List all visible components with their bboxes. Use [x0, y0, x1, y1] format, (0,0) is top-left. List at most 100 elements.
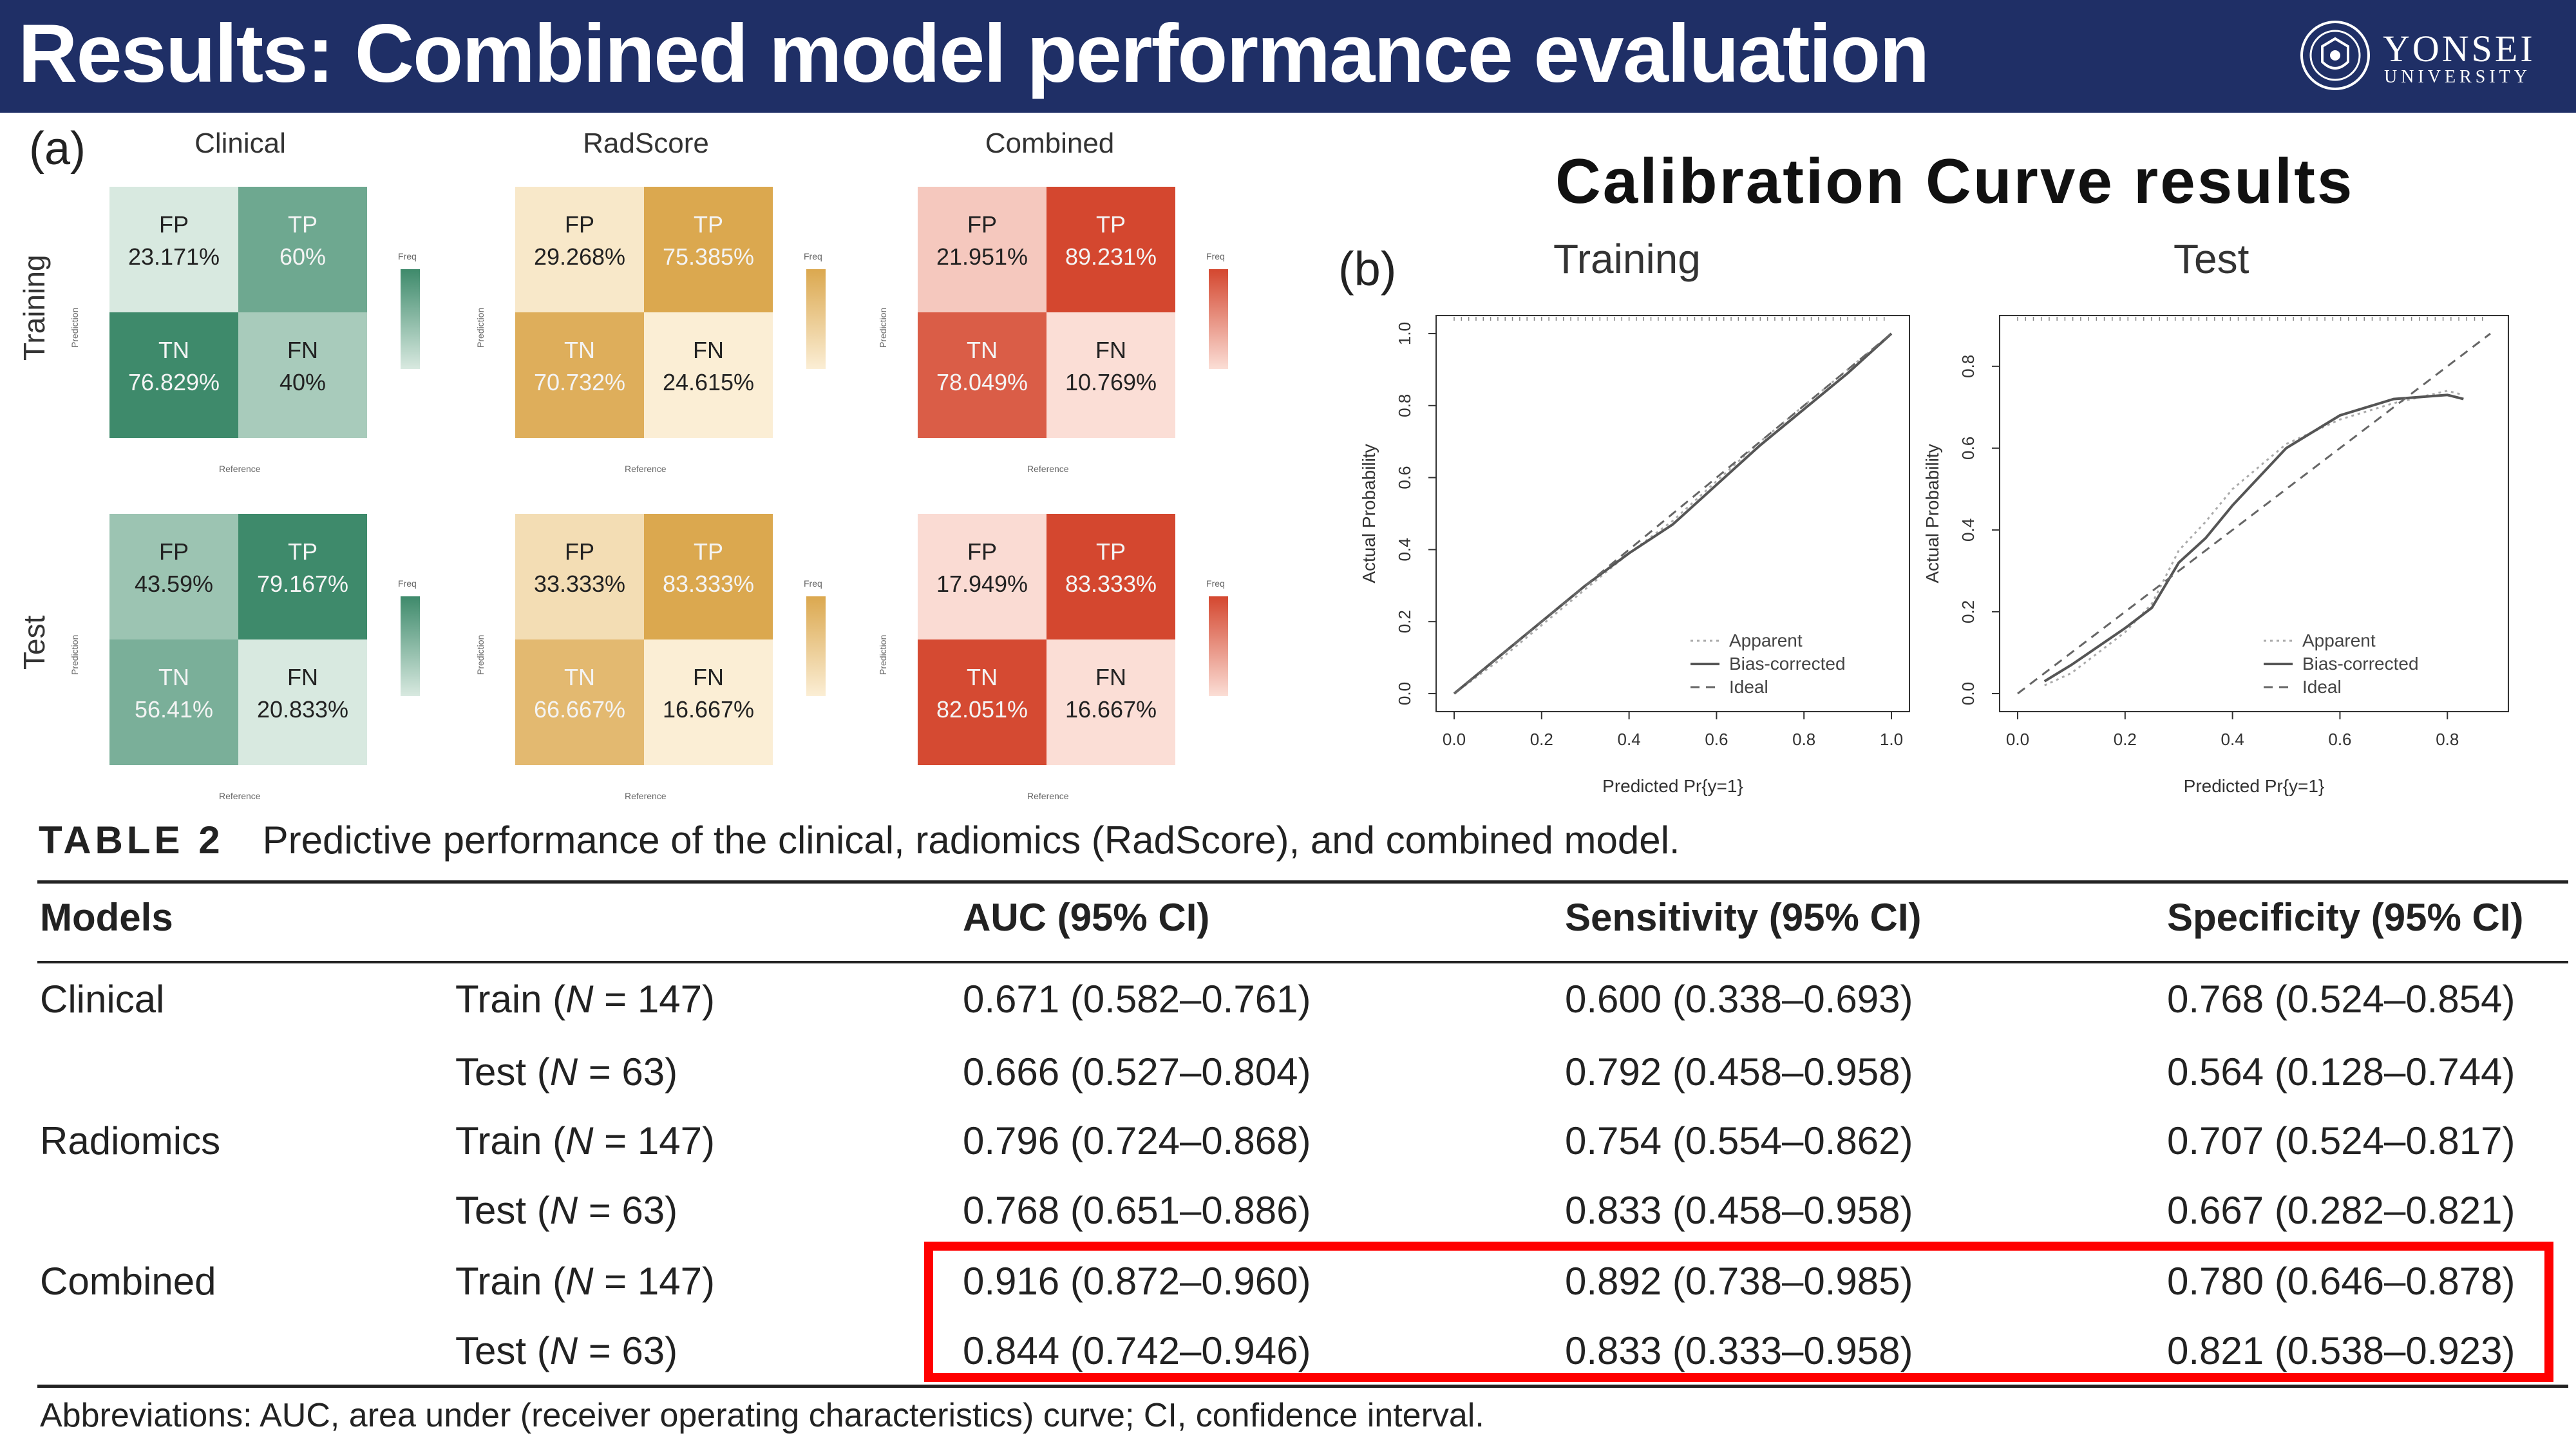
specificity-cell: 0.667 (0.282–0.821)	[2167, 1189, 2515, 1232]
calibration-training-legend-label: Apparent	[1729, 630, 1803, 650]
table-caption: TABLE 2 Predictive performance of the cli…	[39, 818, 1680, 862]
cm-training-combined-fn-label: FN	[1095, 337, 1126, 363]
calibration-training-xtick-label: 0.2	[1530, 730, 1553, 749]
cm-test-combined-freq-legend	[1209, 596, 1228, 696]
specificity-cell: 0.768 (0.524–0.854)	[2167, 978, 2515, 1021]
auc-cell: 0.844 (0.742–0.946)	[963, 1329, 1311, 1372]
calibration-training-legend-label: Bias-corrected	[1729, 654, 1846, 674]
header-sensitivity: Sensitivity (95% CI)	[1565, 896, 1922, 939]
cm-training-clinical-prediction-label: Prediction	[70, 307, 80, 348]
dataset-cell-part: = 147)	[593, 1119, 715, 1162]
cm-training-combined-fp-label: FP	[967, 211, 997, 238]
table-bottom-rule	[37, 1385, 2568, 1388]
row-title-training: Training	[17, 254, 51, 361]
logo-name: YONSEI	[2383, 28, 2535, 70]
cm-test-combined-fp-label: FP	[967, 538, 997, 565]
cm-test-combined-tp-label: TP	[1095, 538, 1126, 565]
table-abbreviations: Abbreviations: AUC, area under (receiver…	[40, 1397, 1484, 1434]
dataset-cell: Train (N = 147)	[455, 1119, 715, 1163]
cm-training-combined-fp-value: 21.951%	[936, 243, 1028, 270]
cm-test-clinical-tn-label: TN	[158, 664, 189, 690]
calibration-training-xtick-label: 0.4	[1618, 730, 1641, 749]
dataset-cell: Test (N = 63)	[455, 1050, 677, 1094]
cm-test-radscore-tp-cell: TP 83.333%	[644, 514, 773, 639]
specificity-cell: 0.564 (0.128–0.744)	[2167, 1050, 2515, 1094]
cm-test-clinical-fp-value: 43.59%	[134, 571, 214, 597]
calibration-training-ytick-label: 0.8	[1395, 394, 1414, 417]
calibration-training-ytick-label: 0.2	[1395, 610, 1414, 633]
cm-training-clinical-freq-label: Freq	[398, 251, 417, 261]
sensitivity-cell: 0.792 (0.458–0.958)	[1565, 1050, 1913, 1094]
cm-training-combined-reference-label: Reference	[1027, 464, 1069, 474]
panel-a-label: (a)	[29, 123, 86, 175]
calibration-training-xtick-label: 0.6	[1705, 730, 1728, 749]
dataset-cell: Train (N = 147)	[455, 1259, 715, 1303]
dataset-cell-part: = 63)	[578, 1050, 678, 1094]
header-models: Models	[40, 896, 173, 939]
cm-training-clinical-fp-cell: FP 23.171%	[109, 187, 238, 312]
cm-training-clinical-fn-label: FN	[287, 337, 318, 363]
calibration-training-xtick-label: 0.8	[1792, 730, 1815, 749]
cm-test-combined-prediction-label: Prediction	[878, 634, 888, 675]
specificity-cell: 0.780 (0.646–0.878)	[2167, 1260, 2515, 1303]
logo-subtitle: UNIVERSITY	[2384, 67, 2531, 87]
cm-training-clinical-fp-label: FP	[158, 211, 189, 238]
cm-test-clinical-fn-value: 20.833%	[256, 696, 349, 723]
dataset-cell-part: N	[549, 1329, 578, 1372]
cm-test-combined-fn-value: 16.667%	[1065, 696, 1157, 723]
cm-test-combined-fp-cell: FP 17.949%	[918, 514, 1046, 639]
calibration-test-ytick-label: 0.0	[1958, 682, 1978, 705]
cm-training-radscore-fn-value: 24.615%	[662, 369, 755, 395]
dataset-cell-part: N	[549, 1050, 578, 1094]
cm-test-clinical-reference-label: Reference	[219, 791, 261, 801]
university-logo: YONSEI UNIVERSITY	[2299, 18, 2557, 95]
cm-training-combined-tp-value: 89.231%	[1065, 243, 1157, 270]
table-header-rule	[37, 961, 2568, 963]
calibration-training-ytick-label: 0.4	[1395, 538, 1414, 561]
cm-test-radscore-tn-value: 66.667%	[533, 696, 626, 723]
cm-test-radscore-prediction-label: Prediction	[475, 634, 486, 675]
cm-training-clinical-freq-legend	[401, 269, 420, 369]
cm-test-clinical-tp-label: TP	[287, 538, 317, 565]
calibration-test-legend-label: Bias-corrected	[2302, 654, 2419, 674]
cm-training-clinical-fn-cell: FN 40%	[238, 312, 367, 438]
calibration-training-ytick-label: 0.6	[1395, 466, 1414, 489]
cm-test-radscore-tn-cell: TN 66.667%	[515, 639, 644, 765]
calibration-test-ytick-label: 0.4	[1958, 518, 1978, 542]
cm-training-combined-tp-label: TP	[1095, 211, 1126, 238]
calibration-training-xtick-label: 0.0	[1443, 730, 1466, 749]
dataset-cell-part: Train (	[455, 1260, 566, 1303]
column-title-combined: Combined	[985, 128, 1115, 159]
table-caption-label: TABLE 2	[39, 819, 224, 862]
model-name-cell: Clinical	[40, 978, 165, 1021]
specificity-cell: 0.821 (0.538–0.923)	[2167, 1329, 2515, 1372]
specificity-cell: 0.707 (0.524–0.817)	[2167, 1119, 2515, 1162]
cm-training-radscore-fn-label: FN	[693, 337, 724, 363]
row-title-test: Test	[17, 615, 51, 670]
dataset-cell-part: Test (	[455, 1329, 550, 1372]
cm-training-combined-tn-label: TN	[967, 337, 998, 363]
table-top-rule	[37, 880, 2568, 884]
calibration-test-xtick-label: 0.2	[2114, 730, 2137, 749]
sensitivity-cell: 0.833 (0.333–0.958)	[1565, 1329, 1913, 1372]
cm-training-clinical-tp-value: 60%	[279, 243, 327, 270]
cm-test-radscore-fn-cell: FN 16.667%	[644, 639, 773, 765]
dataset-cell-part: N	[565, 978, 594, 1021]
cm-training-radscore-tp-cell: TP 75.385%	[644, 187, 773, 312]
cm-test-radscore-tp-value: 83.333%	[662, 571, 755, 597]
cm-test-combined-fp-value: 17.949%	[936, 571, 1028, 597]
cm-training-radscore-tp-label: TP	[693, 211, 723, 238]
dataset-cell-part: Train (	[455, 978, 566, 1021]
dataset-cell-part: Train (	[455, 1119, 566, 1162]
cm-test-clinical-tp-cell: TP 79.167%	[238, 514, 367, 639]
cm-training-clinical-fn-value: 40%	[279, 369, 327, 395]
cm-test-clinical-tp-value: 79.167%	[256, 571, 349, 597]
cm-test-combined-freq-label: Freq	[1206, 578, 1225, 589]
highlight-box	[924, 1242, 2553, 1382]
cm-training-clinical-fp-value: 23.171%	[128, 243, 220, 270]
sensitivity-cell: 0.600 (0.338–0.693)	[1565, 978, 1913, 1021]
cm-training-combined-prediction-label: Prediction	[878, 307, 888, 348]
cm-training-combined-freq-legend	[1209, 269, 1228, 369]
calibration-test-series-ideal	[2017, 332, 2491, 695]
calibration-test-xtick-label: 0.4	[2221, 730, 2244, 749]
